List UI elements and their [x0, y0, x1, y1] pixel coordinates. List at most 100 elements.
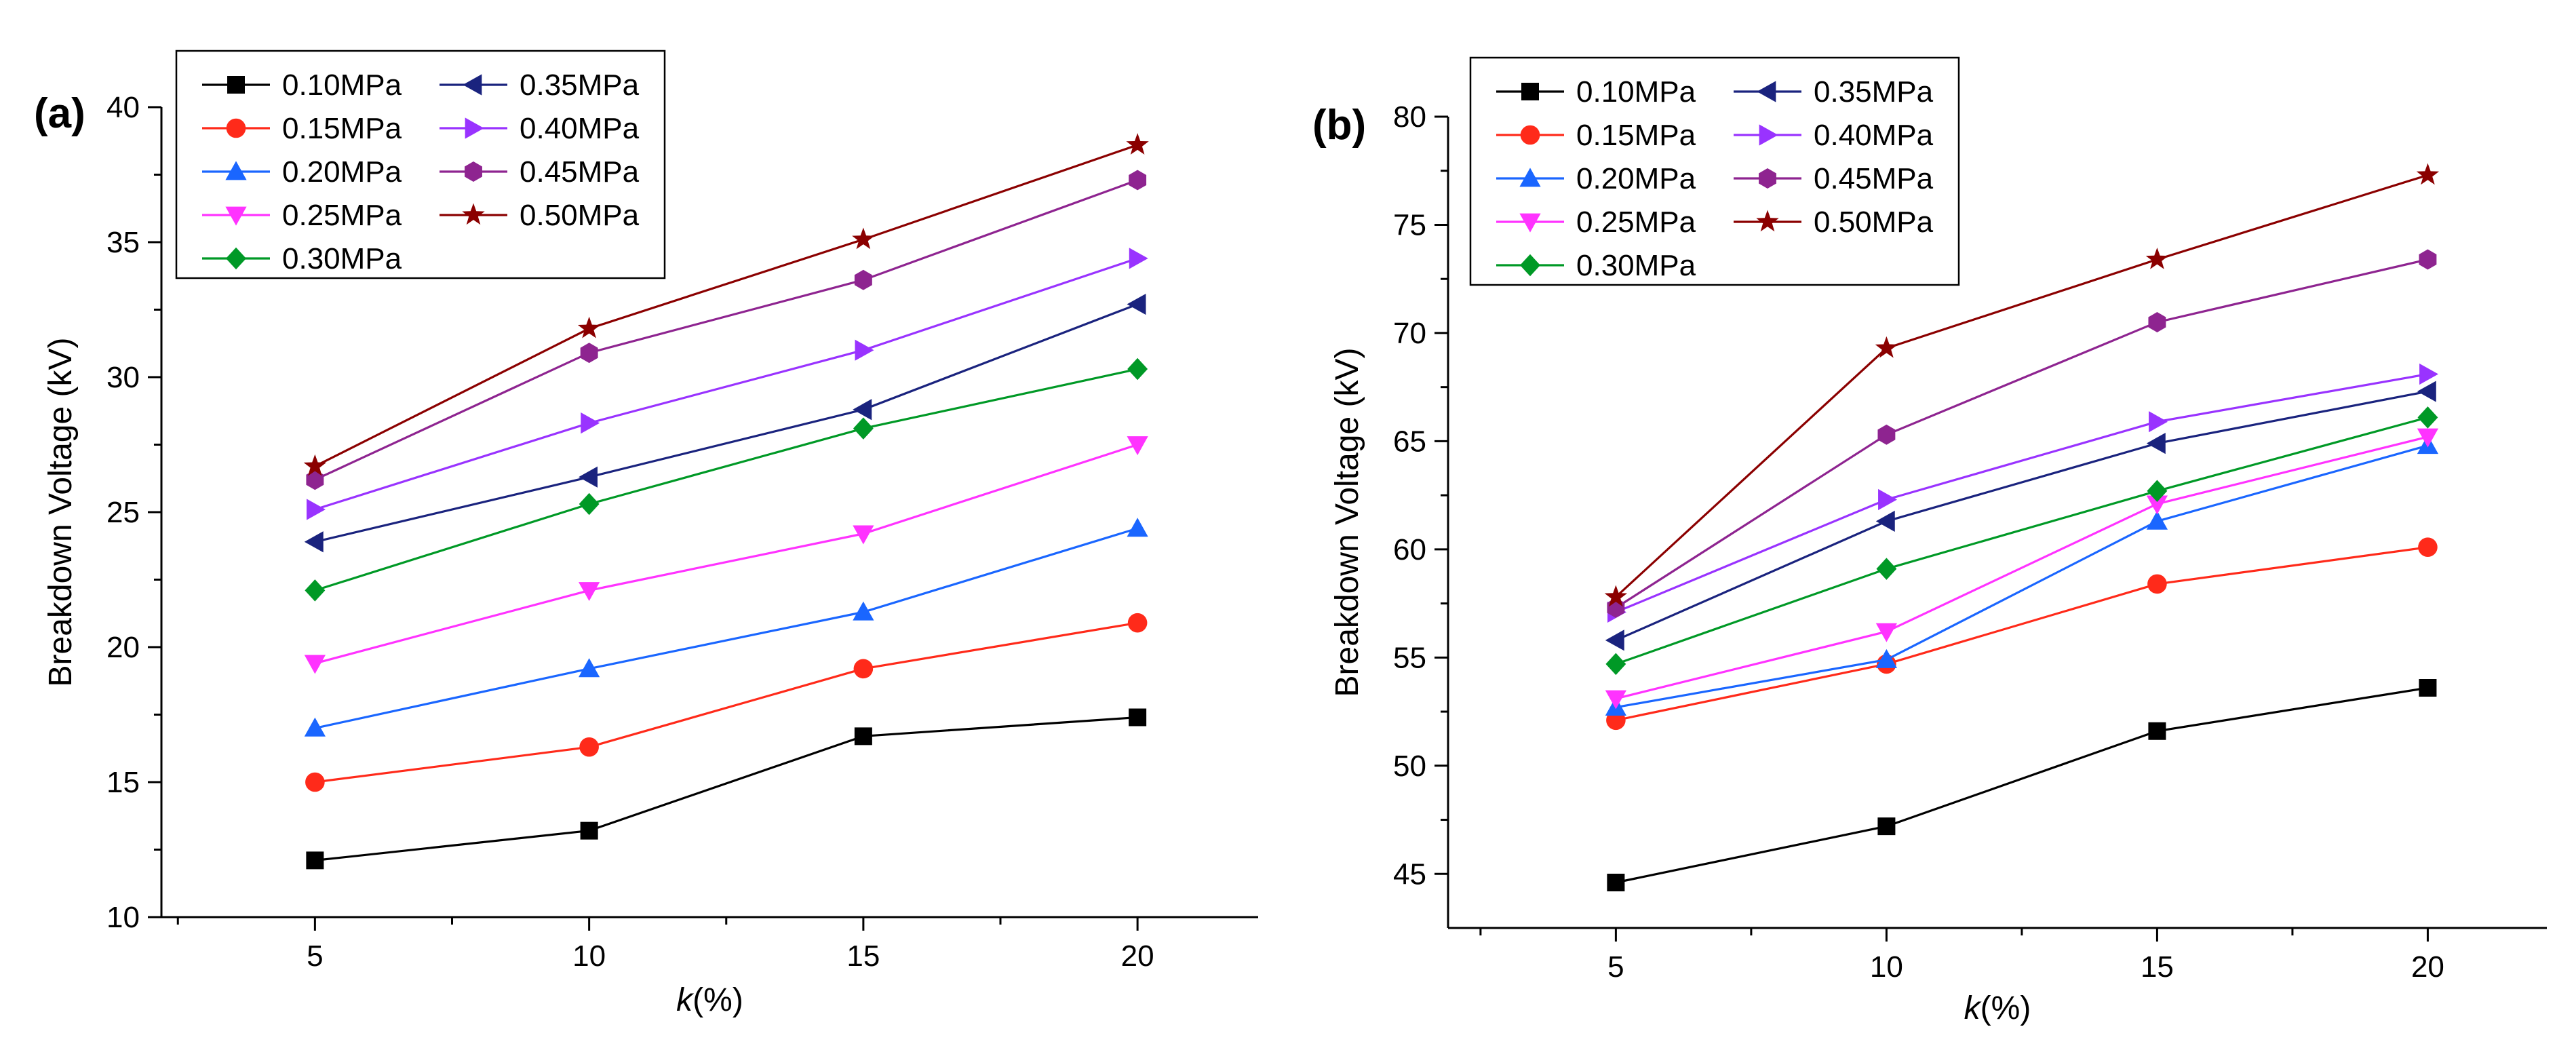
chart-panel-b: 45 50 55 60 65 70 75 80 5 10 15 20 Breakdown Voltage… — [1312, 56, 2547, 1026]
data-point — [2417, 406, 2438, 429]
legend-marker — [465, 161, 482, 182]
series-0.20MPa — [1605, 435, 2439, 716]
series-line — [314, 257, 1138, 511]
legend-entry: 0.20MPa — [1496, 162, 1696, 195]
data-point — [1129, 248, 1148, 269]
series-0.25MPa — [1605, 428, 2439, 710]
data-point — [580, 821, 598, 840]
data-point — [304, 531, 324, 553]
data-point — [1604, 585, 1628, 607]
series-line — [315, 621, 1138, 783]
data-point — [1875, 510, 1895, 532]
series-0.15MPa — [305, 613, 1148, 792]
series-line — [1615, 258, 2428, 609]
y-tick-label: 80 — [1393, 100, 1426, 134]
legend-label: 0.20MPa — [282, 155, 402, 189]
data-point — [579, 466, 598, 488]
y-tick-label: 70 — [1393, 317, 1426, 350]
legend-label: 0.30MPa — [282, 242, 402, 275]
x-tick-label: 15 — [846, 940, 880, 973]
legend-marker — [225, 206, 247, 226]
data-point — [2418, 537, 2438, 557]
data-point — [581, 412, 600, 434]
legend-entry: 0.25MPa — [202, 199, 402, 232]
data-point — [580, 343, 598, 364]
data-point — [1129, 170, 1147, 191]
series-line — [314, 443, 1138, 665]
data-point — [579, 658, 600, 678]
data-point — [307, 499, 326, 520]
legend-marker — [225, 161, 247, 180]
y-tick-label: 20 — [106, 631, 140, 664]
legend-entry: 0.45MPa — [1734, 162, 1934, 195]
data-point — [1877, 424, 1896, 445]
legend-label: 0.15MPa — [1576, 119, 1696, 152]
series-0.10MPa — [306, 708, 1147, 870]
series-line — [1615, 390, 2428, 642]
x-tick-label: 5 — [307, 940, 323, 973]
y-tick-label: 10 — [106, 901, 140, 934]
data-point — [2416, 163, 2440, 185]
series-0.15MPa — [1606, 537, 2438, 731]
legend-entry: 0.15MPa — [202, 112, 402, 145]
legend-entry: 0.15MPa — [1496, 119, 1696, 152]
series-line — [315, 527, 1138, 729]
y-tick-label: 65 — [1393, 425, 1426, 458]
series-0.35MPa — [1605, 381, 2436, 651]
series-0.30MPa — [305, 357, 1148, 602]
series-line — [315, 716, 1138, 861]
panel-label: (b) — [1312, 102, 1366, 149]
series-0.10MPa — [1607, 678, 2437, 892]
data-point — [305, 772, 325, 792]
data-point — [1605, 653, 1626, 676]
y-tick-label: 35 — [106, 226, 140, 259]
y-tick-label: 50 — [1393, 750, 1426, 783]
y-tick-label: 30 — [106, 361, 140, 394]
data-point — [2146, 432, 2166, 454]
series-0.20MPa — [304, 518, 1148, 737]
panel-label: (a) — [34, 90, 85, 137]
series-line — [1616, 435, 2428, 700]
legend-label: 0.10MPa — [282, 69, 402, 102]
data-point — [1605, 690, 1626, 710]
data-point — [1127, 293, 1146, 315]
legend-entry: 0.50MPa — [440, 199, 640, 232]
series-0.45MPa — [306, 170, 1147, 490]
y-tick-label: 40 — [106, 91, 140, 124]
data-point — [2419, 363, 2439, 385]
data-point — [2147, 574, 2167, 594]
legend-marker — [1759, 124, 1778, 146]
x-tick-label: 5 — [1607, 950, 1624, 984]
legend-marker — [1521, 83, 1539, 100]
legend-entry: 0.40MPa — [440, 112, 640, 145]
legend-box — [175, 50, 666, 279]
series-0.30MPa — [1605, 406, 2438, 676]
legend-label: 0.20MPa — [1576, 162, 1696, 195]
series-line — [1615, 372, 2428, 613]
data-point — [1129, 708, 1147, 727]
data-point — [855, 339, 874, 361]
data-point — [1875, 623, 1898, 642]
legend-entry: 0.25MPa — [1496, 206, 1696, 239]
legend-label: 0.45MPa — [520, 155, 640, 189]
data-point — [1875, 648, 1898, 668]
data-point — [579, 582, 600, 602]
legend-entry: 0.40MPa — [1734, 119, 1934, 152]
y-tick-label: 60 — [1393, 533, 1426, 566]
legend-label: 0.40MPa — [1814, 119, 1934, 152]
data-point — [304, 655, 326, 674]
legend-marker — [226, 118, 246, 138]
y-tick-label: 75 — [1393, 208, 1426, 241]
legend-marker — [1519, 168, 1541, 187]
data-point — [2149, 411, 2168, 433]
data-point — [854, 269, 872, 290]
chart-panel-a: 10 15 20 25 30 35 40 5 10 15 20 Breakdown Voltage (… — [34, 50, 1258, 1018]
series-line — [1616, 444, 2428, 709]
legend-entry: 0.35MPa — [440, 69, 640, 102]
x-tick-label: 10 — [1870, 950, 1903, 984]
data-point — [304, 717, 326, 737]
series-0.40MPa — [1607, 363, 2439, 623]
series-line — [1616, 546, 2428, 722]
legend-label: 0.45MPa — [1814, 162, 1934, 195]
